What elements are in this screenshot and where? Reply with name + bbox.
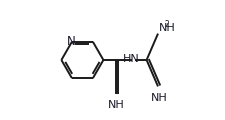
Text: NH: NH (108, 100, 124, 110)
Text: HN: HN (123, 54, 139, 64)
Text: 2: 2 (164, 20, 168, 29)
Text: N: N (67, 35, 75, 48)
Text: NH: NH (150, 93, 167, 103)
Text: NH: NH (158, 23, 175, 33)
